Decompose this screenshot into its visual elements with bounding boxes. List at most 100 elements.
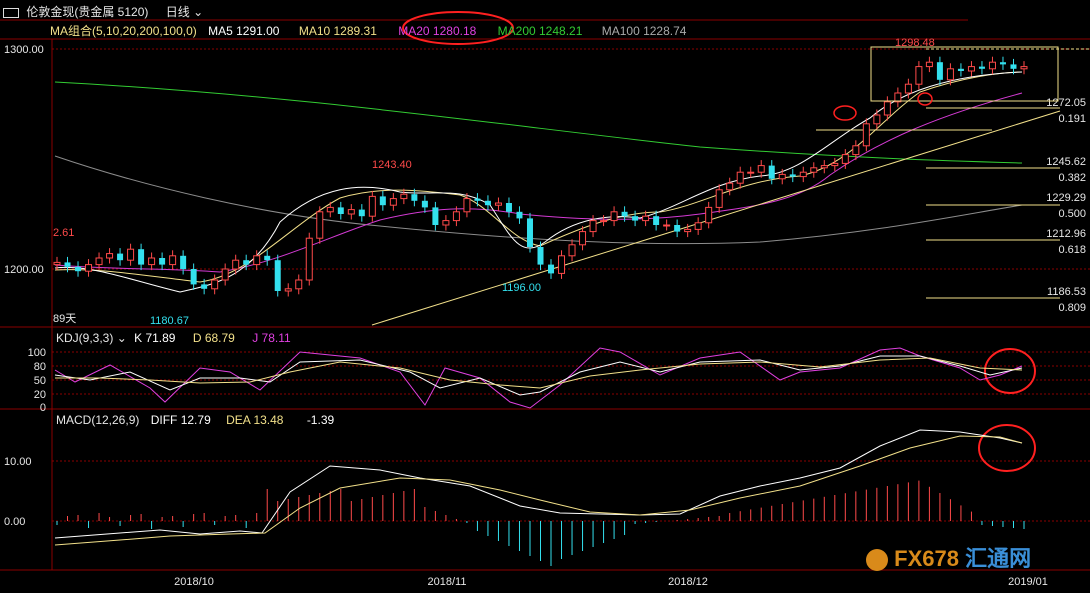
candle-body xyxy=(494,202,502,206)
candle-body xyxy=(694,222,702,230)
candle-body xyxy=(201,284,208,289)
fib-price-5: 1186.53 xyxy=(1047,286,1086,298)
annotation-low-oct: 1180.67 xyxy=(150,315,189,327)
x-label-oct: 2018/10 xyxy=(174,576,214,588)
candle-body xyxy=(264,255,271,261)
x-label-dec: 2018/12 xyxy=(668,576,708,588)
macd-diff-line xyxy=(54,429,1023,539)
candle-body xyxy=(127,248,135,261)
candle-body xyxy=(600,220,608,223)
circle-dip xyxy=(917,92,933,106)
period-selector[interactable]: 日线 ⌄ xyxy=(166,5,203,19)
kdj-j-value: J 78.11 xyxy=(252,331,291,345)
candle-body xyxy=(967,66,975,72)
candle-body xyxy=(632,216,639,221)
x-label-nov: 2018/11 xyxy=(428,576,467,588)
candle-body xyxy=(663,224,671,227)
chevron-down-icon: ⌄ xyxy=(116,331,127,345)
fib-price-1: 1272.05 xyxy=(1046,97,1086,109)
candle-body xyxy=(915,66,923,85)
kdj-k-line xyxy=(54,355,1023,396)
candle-body xyxy=(799,171,807,178)
chart-title: 伦敦金现(贵金属 5120) xyxy=(26,5,149,19)
candle-body xyxy=(558,255,566,274)
candle-body xyxy=(873,114,881,125)
y-tick-1200: 1200.00 xyxy=(4,264,44,276)
window-icon[interactable] xyxy=(3,7,19,18)
candle-body xyxy=(674,225,681,232)
candle-body xyxy=(243,260,250,265)
candle-body xyxy=(726,182,734,191)
kdj-d-line xyxy=(55,357,1023,389)
macd-histogram xyxy=(56,480,1025,566)
fib-labels: 1272.05 0.191 1245.62 0.382 1229.29 0.50… xyxy=(1046,97,1086,314)
annotation-low-nov: 1196.00 xyxy=(502,282,541,294)
kdj-k-value: K 71.89 xyxy=(134,331,176,345)
candle-body xyxy=(159,258,166,265)
watermark-logo-icon xyxy=(866,549,888,572)
y-tick-1300: 1300.00 xyxy=(4,44,44,56)
candle-body xyxy=(684,228,692,233)
kdj-tick-80: 80 xyxy=(34,361,46,373)
candle-body xyxy=(316,211,324,239)
kdj-legend: KDJ(9,3,3) ⌄ K 71.89 D 68.79 J 78.11 xyxy=(56,331,291,345)
candle-body xyxy=(484,200,491,206)
ma100-line xyxy=(54,155,1023,245)
kdj-tick-100: 100 xyxy=(28,347,46,359)
candle-body xyxy=(368,195,376,217)
candle-body xyxy=(474,198,481,201)
kdj-tick-20: 20 xyxy=(34,389,46,401)
candle-body xyxy=(852,145,860,156)
kdj-label[interactable]: KDJ(9,3,3) xyxy=(56,331,114,345)
consolidation-box xyxy=(870,46,1059,102)
candle-body xyxy=(295,279,303,290)
kdj-tick-0: 0 xyxy=(40,402,46,414)
macd-legend: MACD(12,26,9) DIFF 12.79 DEA 13.48 -1.39 xyxy=(56,413,334,427)
candle-body xyxy=(936,62,943,80)
candle-body xyxy=(589,220,597,233)
candle-body xyxy=(421,200,428,208)
candle-body xyxy=(883,101,891,116)
fib-ratio-3: 0.500 xyxy=(1058,208,1086,220)
candle-body xyxy=(820,165,828,169)
candle-body xyxy=(452,211,460,222)
candle-body xyxy=(75,266,82,272)
fib-price-3: 1229.29 xyxy=(1046,192,1086,204)
kdj-j-line xyxy=(54,347,1023,409)
candle-body xyxy=(904,83,912,94)
candle-body xyxy=(610,211,618,222)
macd-dea-value: DEA 13.48 xyxy=(226,413,284,427)
watermark: FX678 汇通网 xyxy=(866,541,1031,573)
chevron-down-icon: ⌄ xyxy=(193,5,204,19)
macd-tick-0: 0.00 xyxy=(4,516,25,528)
candle-body xyxy=(621,211,628,217)
kdj-lines xyxy=(54,347,1023,409)
candle-body xyxy=(389,198,397,206)
annotation-days: 89天 xyxy=(53,313,76,325)
candle-body xyxy=(537,247,544,265)
ma-group-label[interactable]: MA组合(5,10,20,200,100,0) xyxy=(50,24,197,38)
candle-body xyxy=(831,162,839,167)
circle-breakout xyxy=(833,105,857,121)
kdj-d-value: D 68.79 xyxy=(192,331,235,345)
candle-body xyxy=(253,255,261,266)
macd-label[interactable]: MACD(12,26,9) xyxy=(56,413,140,427)
fib-price-4: 1212.96 xyxy=(1046,228,1086,240)
candle-body xyxy=(768,165,775,179)
candle-body xyxy=(516,211,523,219)
candle-body xyxy=(64,262,71,267)
candle-body xyxy=(284,288,292,292)
macd-dea-line xyxy=(54,435,1023,546)
candle-body xyxy=(548,264,555,274)
candle-body xyxy=(978,66,985,69)
candle-body xyxy=(1010,64,1017,69)
fib-ratio-4: 0.618 xyxy=(1058,244,1086,256)
candle-body xyxy=(810,167,818,173)
candle-body xyxy=(221,268,229,281)
macd-tick-10: 10.00 xyxy=(4,456,32,468)
candle-body xyxy=(95,257,103,266)
candle-body xyxy=(53,261,61,266)
candle-body xyxy=(274,260,281,291)
macd-diff-value: DIFF 12.79 xyxy=(150,413,211,427)
